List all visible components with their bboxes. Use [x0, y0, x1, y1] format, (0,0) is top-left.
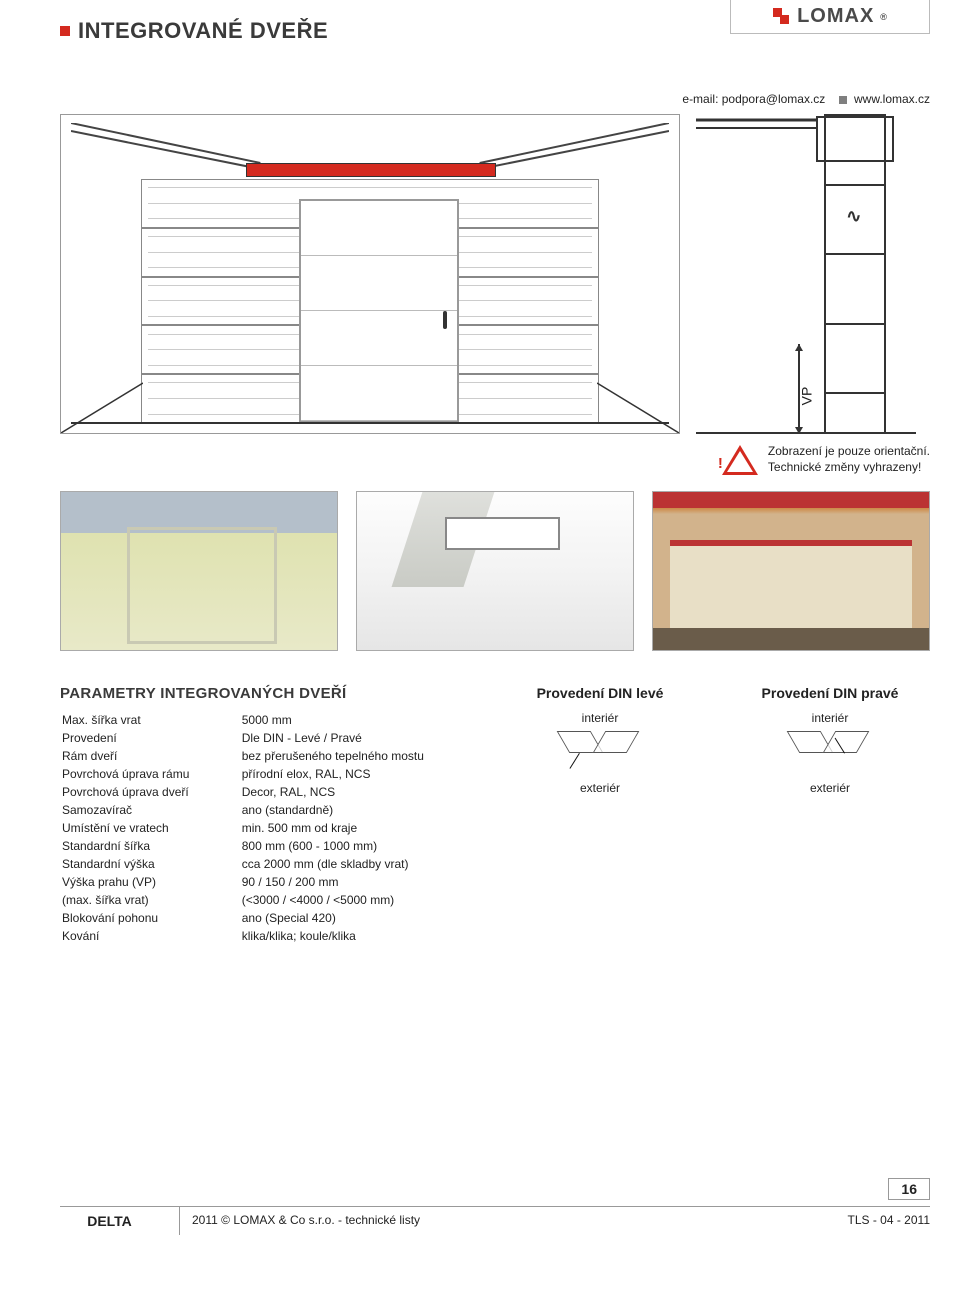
- brand-square-icon: [780, 15, 789, 24]
- param-val: 800 mm (600 - 1000 mm): [242, 838, 468, 854]
- param-val: bez přerušeného tepelného mostu: [242, 748, 468, 764]
- param-val: (<3000 / <4000 / <5000 mm): [242, 892, 468, 908]
- din-right-icon: [775, 731, 885, 771]
- param-val: cca 2000 mm (dle skladby vrat): [242, 856, 468, 872]
- param-row: Výška prahu (VP)90 / 150 / 200 mm: [62, 874, 468, 890]
- param-table: Max. šířka vrat5000 mm ProvedeníDle DIN …: [60, 710, 470, 946]
- din-left-title: Provedení DIN levé: [500, 685, 700, 701]
- photo-row: [60, 491, 930, 651]
- brand-reg: ®: [880, 12, 887, 22]
- contact-row: e-mail: podpora@lomax.cz www.lomax.cz: [60, 50, 930, 106]
- param-val: Decor, RAL, NCS: [242, 784, 468, 800]
- param-val: min. 500 mm od kraje: [242, 820, 468, 836]
- param-row: Kováníklika/klika; koule/klika: [62, 928, 468, 944]
- param-key: Výška prahu (VP): [62, 874, 240, 890]
- warning-line1: Zobrazení je pouze orientační.: [768, 444, 930, 460]
- din-right-column: Provedení DIN pravé interiér exteriér: [730, 685, 930, 946]
- front-elevation-diagram: [60, 114, 680, 434]
- param-row: Rám dveříbez přerušeného tepelného mostu: [62, 748, 468, 764]
- param-val: 90 / 150 / 200 mm: [242, 874, 468, 890]
- param-key: Blokování pohonu: [62, 910, 240, 926]
- param-row: Povrchová úprava dveříDecor, RAL, NCS: [62, 784, 468, 800]
- parameters-section: PARAMETRY INTEGROVANÝCH DVEŘÍ Max. šířka…: [60, 685, 930, 946]
- param-key: Povrchová úprava dveří: [62, 784, 240, 800]
- param-key: Samozavírač: [62, 802, 240, 818]
- warning-text: Zobrazení je pouze orientační. Technické…: [768, 444, 930, 475]
- param-row: Max. šířka vrat5000 mm: [62, 712, 468, 728]
- din-interior-label: interiér: [500, 711, 700, 725]
- param-key: (max. šířka vrat): [62, 892, 240, 908]
- param-row: Blokování pohonuano (Special 420): [62, 910, 468, 926]
- param-row: Standardní výškacca 2000 mm (dle skladby…: [62, 856, 468, 872]
- exclamation-icon: !: [718, 455, 723, 472]
- param-key: Max. šířka vrat: [62, 712, 240, 728]
- din-right-title: Provedení DIN pravé: [730, 685, 930, 701]
- www-label: www.lomax.cz: [854, 92, 930, 106]
- side-section-diagram: ∿ VP: [696, 114, 916, 434]
- param-val: klika/klika; koule/klika: [242, 928, 468, 944]
- param-val: přírodní elox, RAL, NCS: [242, 766, 468, 782]
- warning-line2: Technické změny vyhrazeny!: [768, 460, 930, 476]
- floor-perspective-icon: [597, 373, 679, 433]
- photo-closer-detail: [356, 491, 634, 651]
- param-key: Standardní šířka: [62, 838, 240, 854]
- params-title: PARAMETRY INTEGROVANÝCH DVEŘÍ: [60, 685, 470, 702]
- param-val: Dle DIN - Levé / Pravé: [242, 730, 468, 746]
- din-interior-label: interiér: [730, 711, 930, 725]
- param-key: Rám dveří: [62, 748, 240, 764]
- param-val: 5000 mm: [242, 712, 468, 728]
- spring-housing-icon: [816, 116, 894, 162]
- warning-row: ! Zobrazení je pouze orientační. Technic…: [60, 444, 930, 475]
- param-key: Umístění ve vratech: [62, 820, 240, 836]
- page-footer: 16 DELTA 2011 © LOMAX & Co s.r.o. - tech…: [60, 1206, 930, 1235]
- param-val: ano (Special 420): [242, 910, 468, 926]
- footer-doc-code: TLS - 04 - 2011: [836, 1207, 931, 1235]
- param-row: ProvedeníDle DIN - Levé / Pravé: [62, 730, 468, 746]
- param-row: (max. šířka vrat)(<3000 / <4000 / <5000 …: [62, 892, 468, 908]
- param-row: Umístění ve vratechmin. 500 mm od kraje: [62, 820, 468, 836]
- param-row: Povrchová úprava rámupřírodní elox, RAL,…: [62, 766, 468, 782]
- param-key: Povrchová úprava rámu: [62, 766, 240, 782]
- floor-line: [71, 422, 669, 424]
- param-row: Samozavíračano (standardně): [62, 802, 468, 818]
- brand-name: LOMAX: [797, 5, 874, 28]
- section-column: ∿: [824, 114, 886, 434]
- title-bullet-icon: [60, 26, 70, 36]
- din-exterior-label: exteriér: [730, 781, 930, 795]
- footer-copyright: 2011 © LOMAX & Co s.r.o. - technické lis…: [180, 1207, 836, 1235]
- warning-triangle-icon: !: [722, 445, 758, 475]
- door-handle-icon: [443, 311, 447, 329]
- din-left-icon: [545, 731, 655, 771]
- email-label: e-mail: podpora@lomax.cz: [682, 92, 825, 106]
- integrated-door: [299, 199, 459, 423]
- photo-exterior-door: [60, 491, 338, 651]
- param-key: Provedení: [62, 730, 240, 746]
- baseline: [696, 432, 916, 434]
- param-val: ano (standardně): [242, 802, 468, 818]
- page-number: 16: [888, 1178, 930, 1200]
- param-key: Standardní výška: [62, 856, 240, 872]
- footer-series: DELTA: [60, 1207, 180, 1235]
- floor-perspective-icon: [61, 373, 143, 433]
- rail-side-icon: [696, 114, 816, 164]
- photo-interior-garage: [652, 491, 930, 651]
- break-mark-icon: ∿: [846, 206, 863, 227]
- technical-diagrams: ∿ VP: [60, 114, 930, 434]
- din-left-column: Provedení DIN levé interiér exteriér: [500, 685, 700, 946]
- brand-tab: LOMAX ®: [730, 0, 930, 34]
- param-key: Kování: [62, 928, 240, 944]
- page-title: INTEGROVANÉ DVEŘE: [78, 18, 328, 44]
- param-row: Standardní šířka800 mm (600 - 1000 mm): [62, 838, 468, 854]
- motor-bar-icon: [246, 163, 496, 177]
- separator-icon: [839, 96, 847, 104]
- vp-label: VP: [799, 387, 815, 406]
